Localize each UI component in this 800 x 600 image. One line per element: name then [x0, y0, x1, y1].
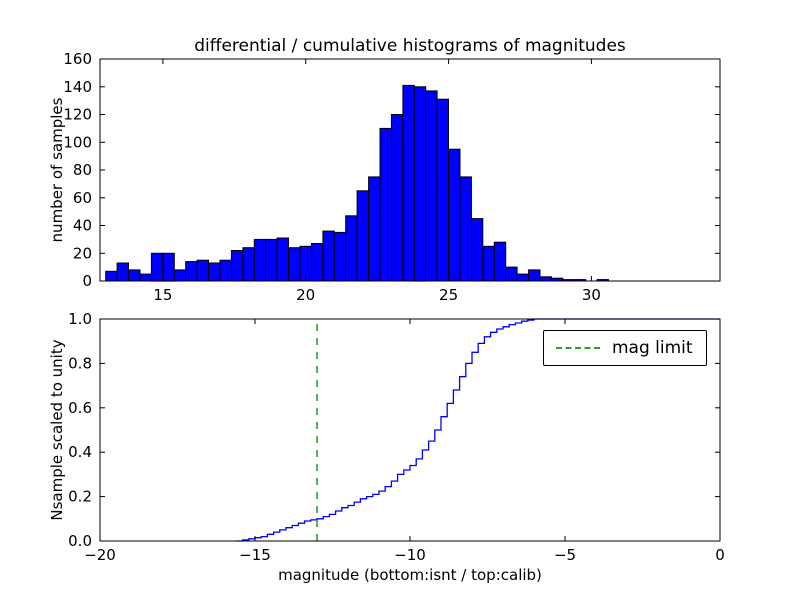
y-tick-label: 140 — [63, 78, 92, 96]
histogram-bar — [265, 238, 278, 282]
histogram-bar — [219, 259, 232, 282]
histogram-bar — [448, 148, 461, 282]
x-tick-label: −20 — [84, 546, 116, 564]
y-tick-label: 20 — [73, 244, 92, 262]
histogram-bar — [390, 114, 404, 282]
histogram-bar — [413, 86, 427, 282]
x-axis-label: magnitude (bottom:isnt / top:calib) — [278, 566, 542, 584]
chart-title: differential / cumulative histograms of … — [194, 36, 626, 56]
histogram-bar — [356, 190, 370, 282]
cumulative-step-line — [236, 318, 720, 542]
histogram-bar — [162, 252, 175, 282]
histogram-bar — [470, 218, 484, 282]
y-tick-label: 0.6 — [68, 399, 92, 417]
histogram-bar — [333, 231, 347, 282]
histogram-bar — [368, 176, 381, 282]
y-tick-label: 40 — [73, 217, 92, 235]
y-tick-label: 1.0 — [68, 310, 92, 328]
top-y-axis-label: number of samples — [48, 97, 66, 243]
histogram-bar — [310, 243, 324, 282]
histogram-bar — [230, 250, 244, 282]
bottom-y-axis-label: Nsample scaled to unity — [48, 339, 66, 521]
y-tick-label: 60 — [73, 189, 92, 207]
histogram-bar — [425, 90, 438, 282]
histogram-bar — [185, 261, 198, 282]
histogram-bar — [173, 269, 187, 282]
x-tick-label: 30 — [582, 286, 601, 304]
histogram-bar — [139, 273, 152, 282]
histogram-bar — [528, 269, 541, 282]
histogram-bar — [345, 215, 358, 282]
histogram-bar — [516, 273, 529, 282]
histogram-bar — [459, 176, 472, 282]
histogram-bar — [539, 276, 552, 282]
y-tick-label: 0 — [82, 272, 92, 290]
x-tick-label: 0 — [715, 546, 725, 564]
histogram-bar — [242, 247, 255, 282]
histogram-bar — [436, 98, 450, 282]
histogram-bar — [379, 127, 392, 282]
histogram-bar — [150, 252, 164, 282]
histogram-bar — [288, 247, 301, 282]
y-tick-label: 0.0 — [68, 532, 92, 550]
histogram-bar — [299, 245, 312, 282]
x-tick-label: 25 — [439, 286, 458, 304]
histogram-bar — [402, 84, 415, 282]
y-tick-label: 80 — [73, 161, 92, 179]
histogram-bar — [116, 262, 129, 282]
y-tick-label: 0.8 — [68, 354, 92, 372]
histogram-bar — [322, 230, 335, 282]
legend: mag limit — [543, 330, 707, 366]
x-tick-label: 15 — [153, 286, 172, 304]
x-tick-label: −10 — [394, 546, 426, 564]
dashed-line-sample-icon — [556, 347, 600, 349]
y-tick-label: 120 — [63, 106, 92, 124]
histogram-bar — [128, 269, 141, 282]
histogram-bar — [208, 262, 221, 282]
y-tick-label: 160 — [63, 50, 92, 68]
histogram-bar — [493, 241, 507, 282]
histogram-bar — [505, 266, 518, 282]
x-tick-label: 20 — [296, 286, 315, 304]
x-tick-label: −15 — [239, 546, 271, 564]
y-tick-label: 0.2 — [68, 488, 92, 506]
y-tick-label: 100 — [63, 133, 92, 151]
histogram-bar — [276, 237, 290, 282]
histogram-bar — [196, 259, 210, 282]
legend-label: mag limit — [612, 337, 693, 358]
histogram-bar — [105, 270, 118, 282]
histogram-bar — [482, 245, 495, 282]
y-tick-label: 0.4 — [68, 443, 92, 461]
x-tick-label: −5 — [554, 546, 576, 564]
histogram-bar — [253, 238, 267, 282]
